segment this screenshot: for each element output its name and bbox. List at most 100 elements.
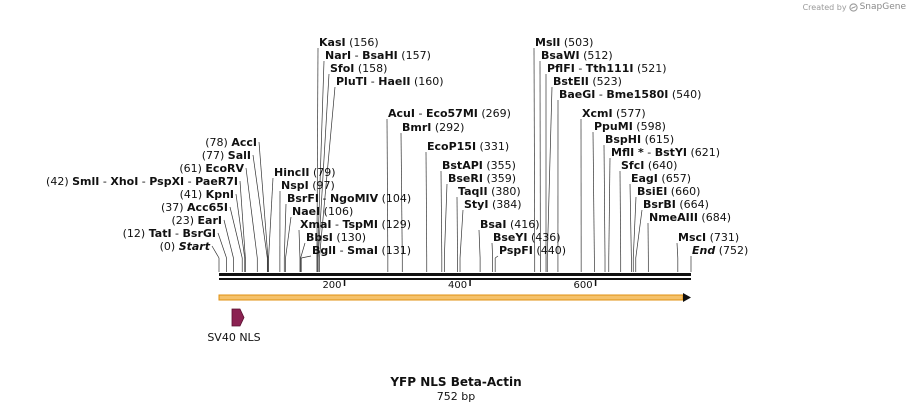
enzyme-name: PpuMI	[594, 120, 633, 133]
site-label-left[interactable]: (61) EcoRV	[179, 162, 244, 175]
site-label-right[interactable]: BsrFI - NgoMIV (104)	[287, 192, 411, 205]
enzyme-name: BbsI	[306, 231, 333, 244]
site-label-right[interactable]: End (752)	[692, 244, 748, 257]
site-position: (640)	[644, 159, 677, 172]
site-label-right[interactable]: PluTI - HaeII (160)	[336, 75, 444, 88]
site-label-right[interactable]: HincII (79)	[274, 166, 336, 179]
site-position: (292)	[431, 121, 464, 134]
orf-bar	[218, 294, 684, 301]
site-leader-line	[301, 255, 312, 259]
site-position: (61)	[179, 162, 205, 175]
site-label-right[interactable]: SfoI (158)	[330, 62, 387, 75]
site-position: (540)	[668, 88, 701, 101]
enzyme-name: SmaI	[347, 244, 378, 257]
enzyme-name: AccI	[231, 136, 257, 149]
site-label-right[interactable]: StyI (384)	[464, 198, 522, 211]
site-label-right[interactable]: NarI - BsaHI (157)	[325, 49, 431, 62]
site-label-right[interactable]: BbsI (130)	[306, 231, 366, 244]
sv40-nls-feature[interactable]	[231, 308, 245, 327]
site-position: (440)	[533, 244, 566, 257]
site-position: (664)	[676, 198, 709, 211]
site-label-right[interactable]: MscI (731)	[678, 231, 739, 244]
site-leader-line	[603, 144, 606, 259]
site-label-right[interactable]: BstEII (523)	[553, 75, 622, 88]
site-leader-line	[443, 183, 448, 259]
enzyme-name: TatI	[149, 227, 172, 240]
credit-prefix: Created by	[802, 2, 847, 12]
site-position: (157)	[398, 49, 431, 62]
site-label-right[interactable]: TaqII (380)	[458, 185, 521, 198]
enzyme-name: BstAPI	[442, 159, 483, 172]
site-label-right[interactable]: BsiEI (660)	[637, 185, 700, 198]
site-label-right[interactable]: BseYI (436)	[493, 231, 561, 244]
enzyme-name: XmaI	[300, 218, 331, 231]
site-position: (355)	[483, 159, 516, 172]
enzyme-name: SmlI	[72, 175, 99, 188]
site-label-left[interactable]: (41) KpnI	[180, 188, 234, 201]
site-label-right[interactable]: BglI - SmaI (131)	[312, 244, 411, 257]
enzyme-name: EagI	[631, 172, 658, 185]
site-label-right[interactable]: BsaWI (512)	[541, 49, 613, 62]
site-leader-line	[440, 170, 443, 259]
site-label-left[interactable]: (12) TatI - BsrGI	[123, 227, 216, 240]
site-label-left[interactable]: (78) AccI	[205, 136, 257, 149]
site-position: (158)	[354, 62, 387, 75]
site-label-right[interactable]: BaeGI - Bme1580I (540)	[559, 88, 701, 101]
site-label-right[interactable]: EagI (657)	[631, 172, 691, 185]
site-label-right[interactable]: MslI (503)	[535, 36, 593, 49]
site-label-right[interactable]: XmaI - TspMI (129)	[300, 218, 411, 231]
enzyme-name: NgoMIV	[330, 192, 379, 205]
site-label-right[interactable]: BsaI (416)	[480, 218, 540, 231]
site-leader-line	[386, 118, 389, 259]
site-leader-line	[300, 242, 306, 259]
enzyme-name: BsrGI	[183, 227, 216, 240]
site-position: (131)	[378, 244, 411, 257]
site-label-right[interactable]: AcuI - Eco57MI (269)	[388, 107, 511, 120]
site-label-left[interactable]: (42) SmlI - XhoI - PspXI - PaeR7I	[46, 175, 238, 188]
site-label-left[interactable]: (37) Acc65I	[161, 201, 228, 214]
site-label-right[interactable]: BsrBI (664)	[643, 198, 709, 211]
site-position: (684)	[698, 211, 731, 224]
enzyme-name: MscI	[678, 231, 706, 244]
site-position: (615)	[641, 133, 674, 146]
site-label-right[interactable]: XcmI (577)	[582, 107, 646, 120]
site-leader-line	[223, 219, 234, 259]
enzyme-name: BsrBI	[643, 198, 676, 211]
site-label-right[interactable]: NaeI (106)	[292, 205, 353, 218]
site-label-right[interactable]: PspFI (440)	[499, 244, 566, 257]
site-position: (12)	[123, 227, 149, 240]
site-label-left[interactable]: (23) EarI	[171, 214, 222, 227]
dna-backbone-bottom	[219, 278, 691, 280]
site-label-right[interactable]: BspHI (615)	[605, 133, 674, 146]
site-position: (657)	[658, 172, 691, 185]
site-label-right[interactable]: NspI (97)	[281, 179, 335, 192]
site-leader-line	[546, 86, 553, 259]
site-label-left[interactable]: (77) SalI	[202, 149, 251, 162]
site-leader-line	[456, 196, 458, 259]
site-label-right[interactable]: BstAPI (355)	[442, 159, 516, 172]
site-label-left[interactable]: (0) Start	[160, 240, 211, 253]
site-label-right[interactable]: BseRI (359)	[448, 172, 516, 185]
site-position: (512)	[580, 49, 613, 62]
site-label-right[interactable]: SfcI (640)	[621, 159, 677, 172]
site-label-right[interactable]: BmrI (292)	[402, 121, 464, 134]
site-leader-line	[268, 177, 274, 259]
plasmid-length: 752 bp	[437, 390, 475, 403]
site-leader-line	[400, 132, 403, 259]
enzyme-name: PaeR7I	[195, 175, 238, 188]
site-leader-line	[494, 255, 499, 259]
site-label-right[interactable]: NmeAIII (684)	[649, 211, 731, 224]
enzyme-name: BspHI	[605, 133, 641, 146]
site-label-right[interactable]: EcoP15I (331)	[427, 140, 509, 153]
enzyme-name: XcmI	[582, 107, 613, 120]
site-label-right[interactable]: MflI * - BstYI (621)	[611, 146, 720, 159]
site-label-right[interactable]: KasI (156)	[319, 36, 379, 49]
feature-label: SV40 NLS	[207, 331, 260, 344]
site-position: (37)	[161, 201, 187, 214]
site-position: (42)	[46, 175, 72, 188]
site-label-right[interactable]: PflFI - Tth111I (521)	[547, 62, 667, 75]
enzyme-name: StyI	[464, 198, 488, 211]
site-label-right[interactable]: PpuMI (598)	[594, 120, 666, 133]
site-position: (380)	[488, 185, 521, 198]
site-leader-line	[217, 232, 227, 259]
